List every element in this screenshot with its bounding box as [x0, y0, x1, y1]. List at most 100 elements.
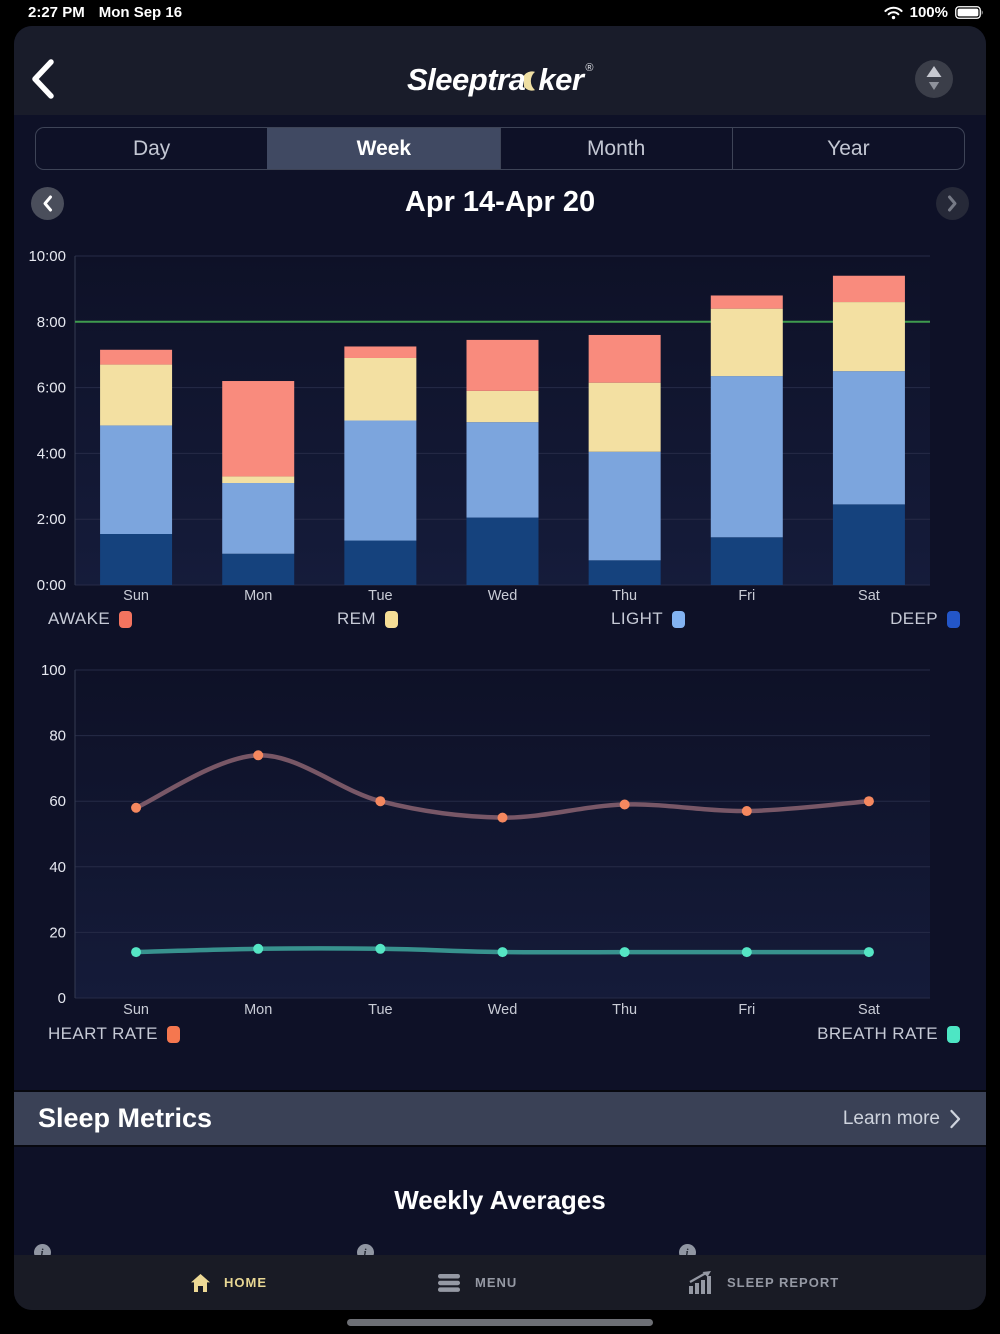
point-breath-rate-mon [253, 943, 264, 954]
bar-segment-deep [466, 517, 539, 585]
bottom-nav: HOME MENU SLEEP REPORT [14, 1255, 986, 1310]
point-breath-rate-tue [375, 943, 386, 954]
x-label-fri: Fri [738, 1002, 755, 1018]
status-bar-left: 2:27 PM Mon Sep 16 [28, 4, 182, 21]
bar-thu [588, 334, 661, 585]
bar-segment-light [344, 420, 417, 541]
learn-more-link[interactable]: Learn more [843, 1108, 962, 1130]
sort-button[interactable] [915, 60, 953, 98]
legend-swatch [947, 610, 960, 628]
home-icon [191, 1273, 210, 1292]
bar-segment-light [222, 483, 295, 554]
wifi-icon [884, 6, 903, 19]
svg-text:20: 20 [49, 924, 66, 941]
legend-label: LIGHT [611, 609, 664, 628]
legend-label: HEART RATE [48, 1024, 158, 1043]
bar-segment-rem [100, 364, 173, 426]
bar-segment-deep [710, 537, 783, 585]
nav-label: SLEEP REPORT [727, 1275, 840, 1290]
svg-text:0:00: 0:00 [37, 577, 66, 594]
svg-text:6:00: 6:00 [37, 380, 66, 397]
x-label-sun: Sun [123, 1002, 149, 1018]
legend-deep: DEEP [890, 609, 960, 629]
sleep-report-icon [689, 1271, 711, 1294]
bar-segment-rem [710, 308, 783, 377]
point-breath-rate-sat [863, 947, 874, 958]
sleep-metrics-title: Sleep Metrics [38, 1103, 213, 1133]
legend-light: LIGHT [611, 609, 686, 629]
point-heart-rate-sun [131, 802, 142, 813]
up-down-arrows-icon [926, 66, 942, 90]
x-label-fri: Fri [738, 588, 755, 604]
svg-text:80: 80 [49, 728, 66, 745]
x-label-mon: Mon [244, 588, 272, 604]
battery-percent: 100% [909, 4, 948, 21]
bar-sat [832, 275, 905, 585]
bar-segment-awake [832, 275, 905, 303]
home-indicator[interactable] [347, 1319, 653, 1326]
x-label-wed: Wed [488, 1002, 518, 1018]
bar-segment-awake [710, 295, 783, 309]
next-week-button[interactable] [936, 187, 969, 220]
chevron-right-icon [948, 195, 957, 212]
bar-segment-light [832, 371, 905, 505]
svg-text:10:00: 10:00 [28, 248, 66, 265]
bar-fri [710, 295, 783, 585]
status-time: 2:27 PM [28, 4, 85, 21]
crescent-moon-icon [524, 71, 536, 91]
chevron-left-icon [43, 195, 52, 212]
chevron-right-icon [950, 1109, 961, 1128]
point-heart-rate-wed [497, 812, 508, 823]
tab-day[interactable]: Day [132, 136, 171, 160]
bar-segment-awake [100, 349, 173, 365]
app-header [14, 26, 986, 115]
nav-item-sleep-report[interactable]: SLEEP REPORT [688, 1255, 839, 1310]
legend-awake: AWAKE [48, 609, 133, 629]
legend-swatch [384, 610, 398, 628]
bar-wed [466, 339, 539, 585]
point-heart-rate-fri [741, 806, 752, 817]
legend-rem: REM [337, 609, 398, 629]
bar-segment-light [710, 376, 783, 538]
point-breath-rate-thu [619, 947, 630, 958]
bar-segment-deep [222, 553, 295, 585]
point-breath-rate-fri [741, 947, 752, 958]
svg-text:0: 0 [58, 990, 66, 1007]
legend-label: DEEP [890, 609, 938, 628]
app-logo: Sleeptra ker ® [14, 60, 986, 100]
svg-text:40: 40 [49, 859, 66, 876]
legend-swatch [947, 1025, 960, 1043]
bar-segment-light [588, 451, 661, 561]
point-heart-rate-mon [253, 750, 264, 761]
tab-month[interactable]: Month [499, 128, 732, 169]
period-tabs: Day Week Month Year [35, 127, 965, 170]
back-button[interactable] [30, 58, 56, 100]
bar-mon [222, 381, 295, 585]
x-label-tue: Tue [368, 1002, 392, 1018]
prev-week-button[interactable] [31, 187, 64, 220]
bar-tue [344, 346, 417, 585]
x-label-sun: Sun [123, 588, 149, 604]
svg-text:60: 60 [49, 793, 66, 810]
bar-segment-awake [466, 339, 539, 391]
svg-text:4:00: 4:00 [37, 445, 66, 462]
nav-item-menu[interactable]: MENU [438, 1255, 517, 1310]
x-label-sat: Sat [858, 1002, 880, 1018]
sleep-metrics-row[interactable]: Sleep Metrics Learn more [14, 1090, 986, 1147]
bar-segment-rem [832, 302, 905, 372]
svg-text:100: 100 [41, 662, 66, 679]
legend-label: AWAKE [48, 609, 111, 628]
tab-year[interactable]: Year [731, 128, 964, 169]
bar-segment-awake [344, 346, 417, 358]
tab-week[interactable]: Week [267, 128, 500, 169]
legend-swatch [672, 610, 686, 628]
bar-segment-light [100, 425, 173, 535]
x-label-tue: Tue [368, 588, 392, 604]
bar-segment-awake [588, 334, 661, 383]
bar-segment-deep [344, 540, 417, 585]
svg-text:2:00: 2:00 [37, 511, 66, 528]
nav-item-home[interactable]: HOME [190, 1255, 267, 1310]
x-label-thu: Thu [612, 588, 637, 604]
legend-label: REM [337, 609, 376, 628]
